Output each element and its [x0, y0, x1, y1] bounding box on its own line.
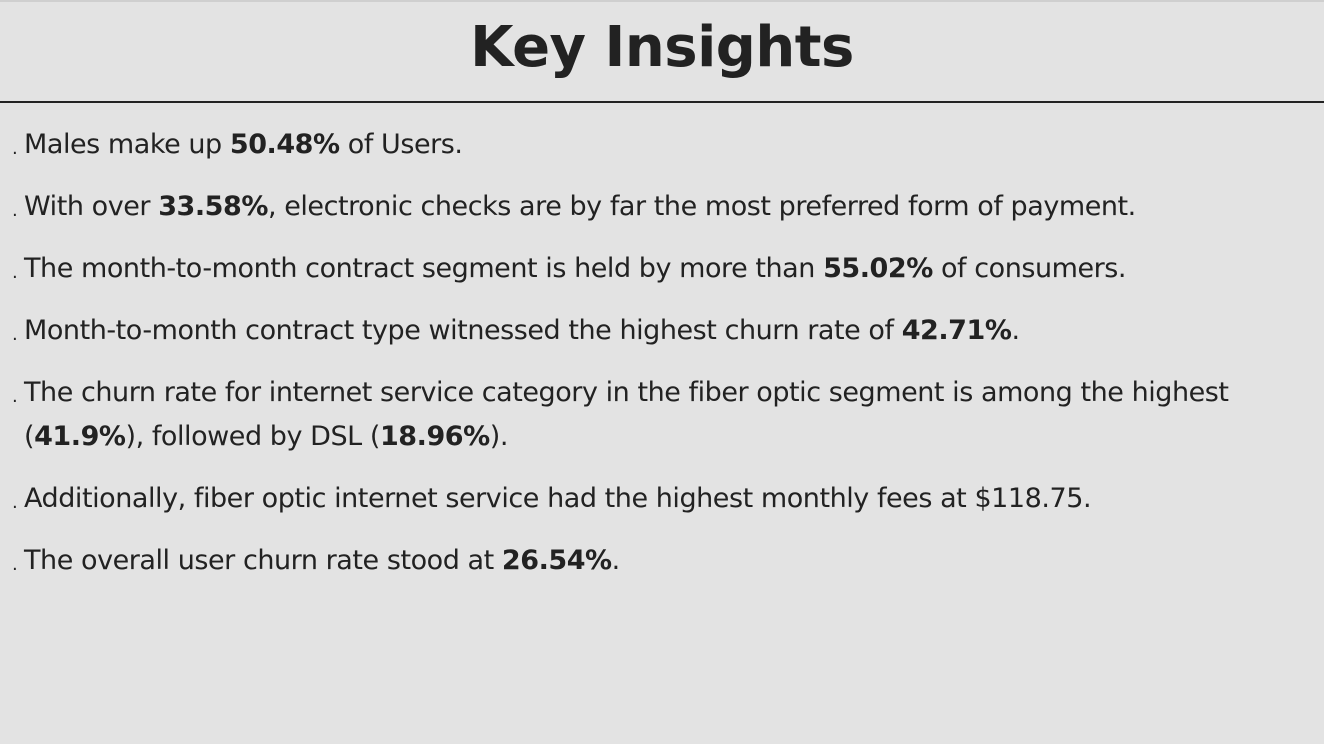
insight-item-overall-churn: . The overall user churn rate stood at 2… [12, 539, 1312, 583]
insight-highlight: 42.71% [901, 315, 1012, 346]
bullet-marker: . [12, 386, 18, 407]
insight-text: , electronic checks are by far the most … [267, 191, 1136, 222]
insight-highlight: 26.54% [501, 545, 612, 576]
insight-highlight: 18.96% [379, 421, 490, 452]
insight-item-contract-churn: . Month-to-month contract type witnessed… [12, 309, 1312, 353]
insights-list: . Males make up 50.48% of Users. . With … [12, 123, 1312, 601]
insight-text: ), followed by DSL ( [125, 421, 381, 452]
insight-text: The churn rate for internet service cate… [24, 377, 1229, 452]
bullet-marker: . [12, 200, 18, 221]
insight-highlight: 55.02% [823, 253, 933, 284]
insight-text: Additionally, fiber optic internet servi… [24, 483, 1092, 514]
insight-text: With over [24, 191, 159, 222]
insight-text: . [1011, 315, 1020, 346]
insight-text: of Users. [339, 129, 463, 160]
title-divider [0, 101, 1324, 103]
insight-text: The overall user churn rate stood at [24, 545, 502, 576]
insight-item-payment: . With over 33.58%, electronic checks ar… [12, 185, 1312, 229]
insight-text: . [611, 545, 621, 576]
insight-item-monthly-fees: . Additionally, fiber optic internet ser… [12, 477, 1312, 521]
bullet-marker: . [12, 554, 18, 575]
insight-item-contract-segment: . The month-to-month contract segment is… [12, 247, 1312, 291]
insight-text: The month-to-month contract segment is h… [24, 253, 824, 284]
insight-highlight: 50.48% [229, 129, 340, 160]
top-edge-line [0, 0, 1324, 2]
insight-highlight: 41.9% [34, 421, 126, 452]
insight-text: Month-to-month contract type witnessed t… [24, 315, 902, 346]
bullet-marker: . [12, 492, 18, 513]
insight-item-internet-churn: . The churn rate for internet service ca… [12, 371, 1264, 459]
insight-text: of consumers. [932, 253, 1127, 284]
insight-text: Males make up [24, 129, 230, 160]
bullet-marker: . [12, 324, 18, 345]
bullet-marker: . [12, 138, 18, 159]
bullet-marker: . [12, 262, 18, 283]
insight-highlight: 33.58% [158, 191, 268, 222]
insight-item-males: . Males make up 50.48% of Users. [12, 123, 1312, 167]
page-title: Key Insights [470, 15, 854, 80]
insight-text: ). [489, 421, 509, 452]
